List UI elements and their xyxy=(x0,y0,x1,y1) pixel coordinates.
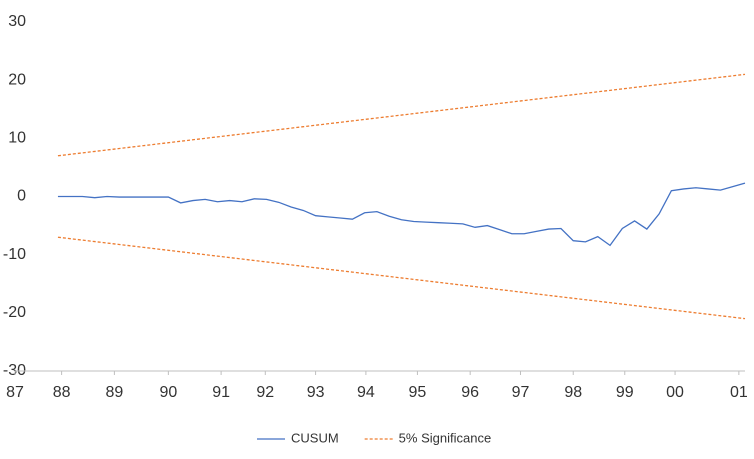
y-tick-label: 30 xyxy=(8,13,26,30)
y-tick-label: -20 xyxy=(3,304,26,321)
x-tick-label: 01 xyxy=(730,384,748,401)
x-tick-label: 00 xyxy=(666,384,684,401)
x-tick-label: 99 xyxy=(616,384,634,401)
x-tick-label: 93 xyxy=(307,384,325,401)
legend-label: 5% Significance xyxy=(399,430,492,445)
y-tick-label: -30 xyxy=(3,362,26,379)
x-tick-label: 94 xyxy=(357,384,375,401)
y-tick-label: 20 xyxy=(8,71,26,88)
y-tick-label: -10 xyxy=(3,246,26,263)
x-tick-label: 87 xyxy=(6,384,24,401)
series-line xyxy=(57,73,746,157)
x-tick-label: 96 xyxy=(461,384,479,401)
x-tick-label: 97 xyxy=(512,384,530,401)
x-tick-label: 90 xyxy=(159,384,177,401)
series-line xyxy=(57,236,746,320)
x-tick-label: 88 xyxy=(53,384,71,401)
x-tick-label: 89 xyxy=(105,384,123,401)
y-tick-label: 10 xyxy=(8,130,26,147)
y-tick-label: 0 xyxy=(17,188,26,205)
series-line xyxy=(57,182,746,247)
x-tick-label: 91 xyxy=(212,384,230,401)
x-tick-label: 95 xyxy=(409,384,427,401)
x-tick-label: 92 xyxy=(256,384,274,401)
x-tick-label: 98 xyxy=(564,384,582,401)
legend-label: CUSUM xyxy=(291,430,339,445)
